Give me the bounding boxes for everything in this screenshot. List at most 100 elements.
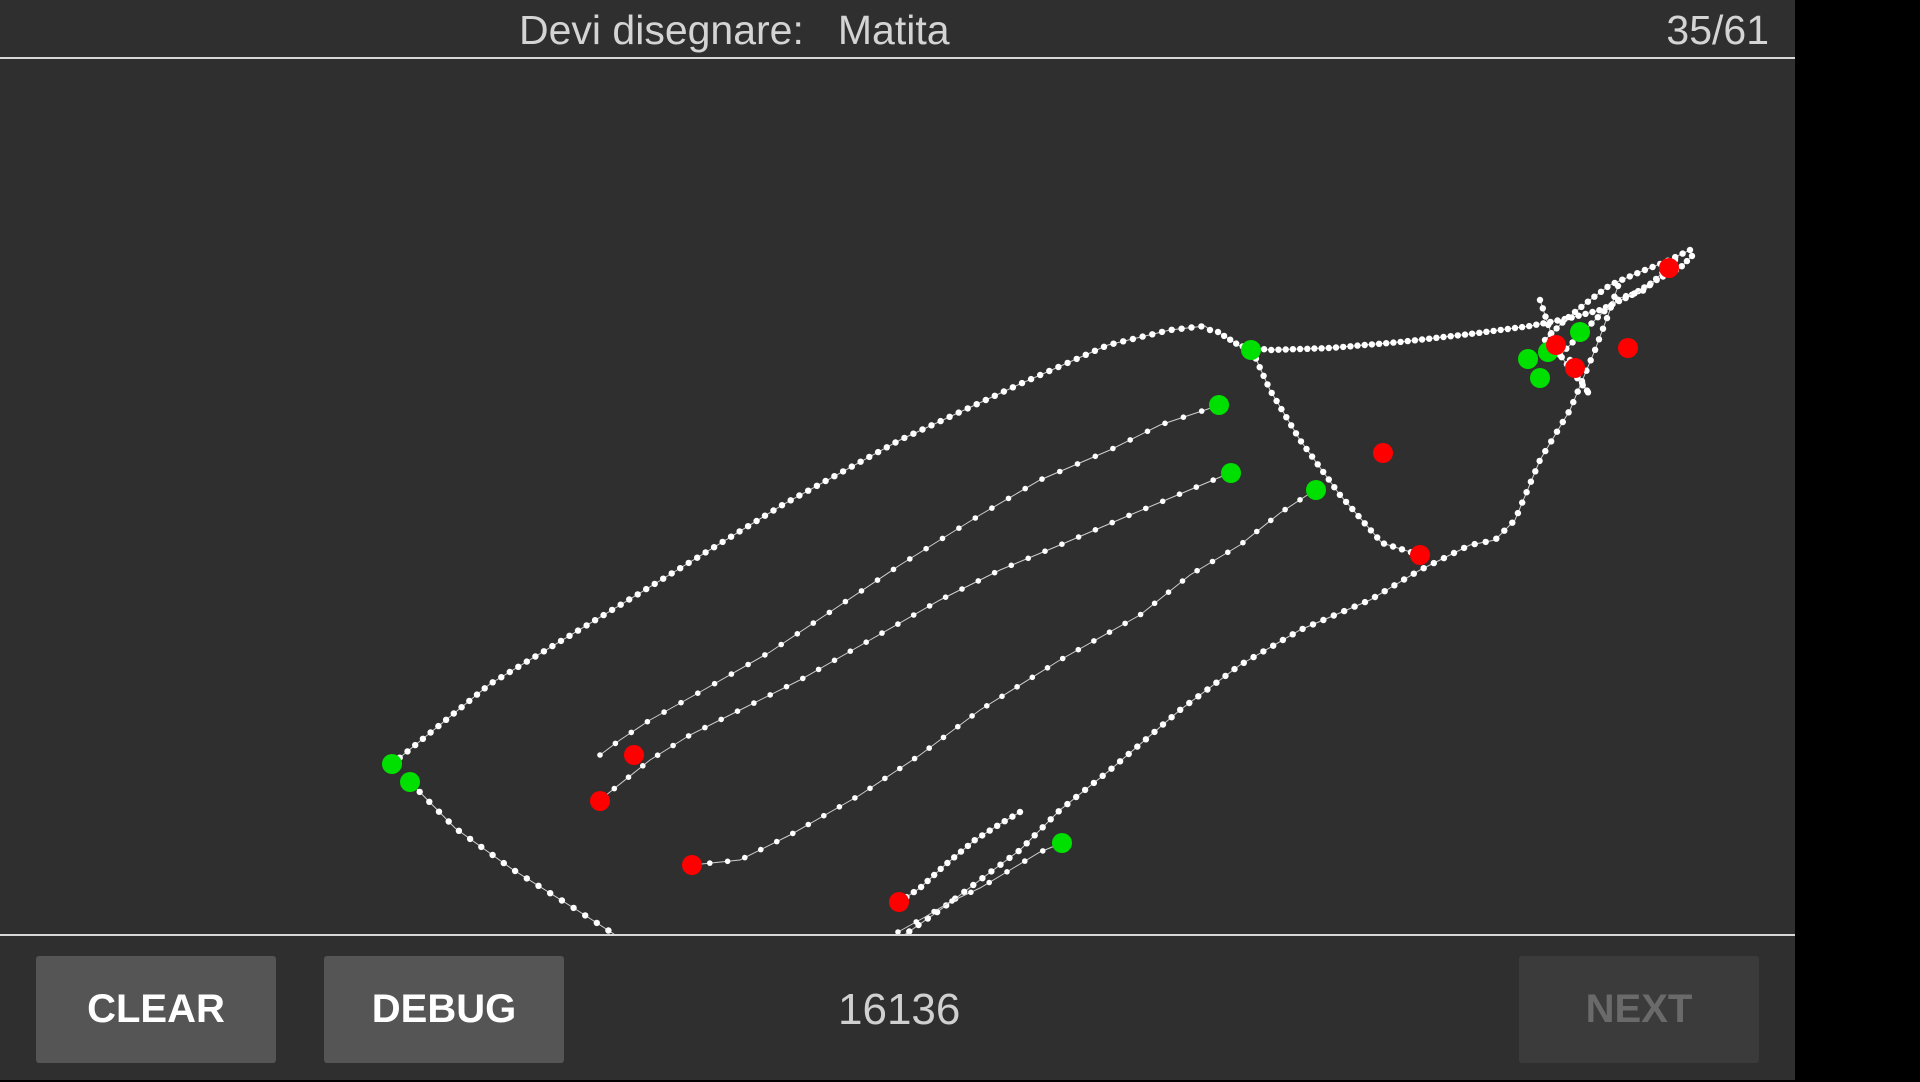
stroke-start-marker [382, 754, 402, 774]
stroke-point [867, 785, 873, 792]
stroke-point [1022, 858, 1028, 864]
stroke-point [1332, 344, 1340, 351]
stroke-point [822, 477, 829, 485]
stroke-point [1289, 631, 1296, 638]
stroke-point [1178, 325, 1185, 332]
stroke-point [710, 544, 718, 551]
stroke-point [1177, 706, 1184, 713]
stroke-point [1361, 598, 1369, 606]
stroke-point [605, 927, 612, 934]
stroke-point [1037, 371, 1044, 379]
stroke-point [774, 838, 780, 845]
stroke-point [634, 591, 641, 598]
stroke-point [1641, 266, 1649, 274]
stroke-point [913, 919, 919, 925]
stroke-point [1137, 611, 1144, 618]
stroke-point [478, 843, 485, 851]
stroke-point [711, 680, 718, 687]
stroke-point [625, 774, 632, 780]
stroke-point [1532, 468, 1539, 475]
stroke-point [644, 718, 651, 725]
stroke-point [695, 690, 701, 696]
stroke-point [1497, 326, 1504, 334]
stroke-point [591, 617, 599, 624]
stroke-point [628, 729, 635, 736]
stroke-point [1490, 327, 1497, 335]
stroke-line [898, 811, 1021, 903]
stroke-point [1162, 420, 1168, 427]
stroke-point [1158, 328, 1166, 336]
stroke-point [1420, 565, 1427, 572]
stroke-point [523, 875, 530, 882]
next-button[interactable]: NEXT [1519, 956, 1759, 1063]
stroke-point [959, 586, 965, 592]
drawing-canvas[interactable] [0, 59, 1795, 934]
stroke-point [1288, 422, 1295, 429]
stroke-point [466, 835, 474, 843]
stroke-point [975, 578, 982, 584]
stroke-point [1126, 512, 1132, 519]
stroke-point [1260, 648, 1267, 655]
stroke-point [1349, 505, 1356, 513]
stroke-point [821, 812, 827, 819]
stroke-point [540, 648, 548, 655]
stroke-point [999, 693, 1005, 700]
clear-button[interactable]: CLEAR [36, 956, 276, 1063]
stroke-point [1273, 397, 1280, 405]
stroke-point [570, 904, 577, 912]
stroke-point [805, 487, 812, 494]
stroke-point [858, 588, 865, 594]
stroke-point [924, 877, 931, 885]
stroke-point [956, 525, 962, 531]
stroke-point [1299, 625, 1306, 633]
stroke-point [1584, 298, 1592, 305]
stroke-point [745, 661, 751, 668]
stroke-point [702, 549, 709, 556]
stroke-point [1330, 612, 1338, 619]
debug-button[interactable]: DEBUG [324, 956, 564, 1063]
stroke-point [1283, 414, 1290, 421]
stroke-point [412, 741, 419, 749]
stroke-end-marker [1410, 545, 1430, 565]
stroke-point [1447, 333, 1454, 340]
stroke-point [1081, 786, 1089, 794]
stroke-point [1380, 540, 1388, 547]
stroke-point [874, 448, 882, 456]
stroke-point [1398, 546, 1406, 553]
stroke-point [1240, 659, 1248, 666]
stroke-point [1090, 779, 1098, 787]
stroke-point [1595, 336, 1603, 343]
stroke-point [910, 430, 917, 437]
stroke-point [1611, 279, 1618, 287]
stroke-point [991, 392, 998, 399]
stroke-point [1210, 477, 1216, 483]
stroke-point [1597, 288, 1605, 295]
stroke-point [758, 846, 764, 853]
stroke-point [970, 881, 977, 889]
stroke-point [1279, 636, 1287, 644]
stroke-start-marker [1209, 395, 1229, 415]
stroke-point [1143, 505, 1149, 512]
stroke-point [1542, 313, 1549, 320]
stroke-point [1214, 328, 1222, 336]
stroke-point [718, 716, 724, 723]
stroke-point [942, 594, 949, 600]
stroke-point [1292, 430, 1300, 437]
stroke-point [863, 639, 869, 645]
stroke-point [611, 785, 618, 792]
stroke-point [852, 795, 858, 801]
stroke-point [1250, 653, 1257, 661]
stroke-point [1106, 629, 1113, 635]
stroke-line [1251, 349, 1421, 556]
stroke-point [826, 609, 833, 616]
stroke-point [794, 631, 801, 637]
stroke-point [651, 580, 658, 588]
stroke-point [727, 533, 735, 540]
stroke-point [694, 554, 701, 561]
stroke-point [1282, 346, 1289, 353]
stroke-point [1587, 357, 1594, 364]
stroke-end-marker [1546, 335, 1566, 355]
stroke-point [1129, 335, 1137, 343]
stroke-point [1381, 588, 1388, 595]
stroke-point [1391, 582, 1398, 589]
